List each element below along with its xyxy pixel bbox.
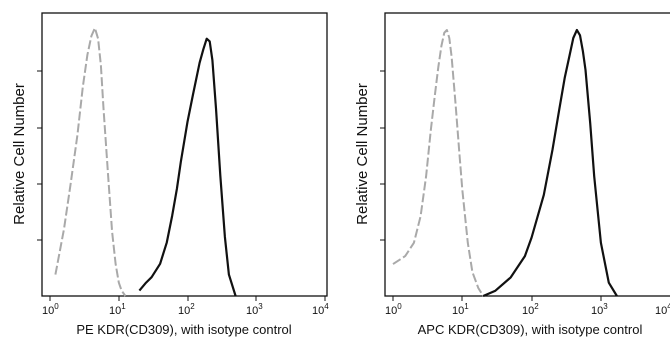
histogram-panel-pe: 100 101 102 103 104 Relative Cell Number… <box>11 12 329 337</box>
x-tick-label: 101 <box>109 302 126 317</box>
histogram-series-group <box>54 27 237 297</box>
x-tick-label: 103 <box>246 302 263 317</box>
x-tick-label: 100 <box>42 302 59 317</box>
y-axis-label: Relative Cell Number <box>11 83 28 225</box>
x-tick-label: 101 <box>452 302 469 317</box>
x-tick-label: 104 <box>312 302 329 317</box>
stained-sample-curve <box>482 28 618 298</box>
histogram-series-group <box>392 28 618 298</box>
isotype-control-curve <box>392 29 485 297</box>
x-axis-label: PE KDR(CD309), with isotype control <box>76 322 291 337</box>
x-axis-label: APC KDR(CD309), with isotype control <box>418 322 643 337</box>
stained-sample-curve <box>138 37 237 297</box>
y-axis-label: Relative Cell Number <box>354 83 371 225</box>
histogram-panel-apc: 100 101 102 103 104 Relative Cell Number… <box>354 12 670 337</box>
x-tick-label: 102 <box>178 302 195 317</box>
plot-frame <box>41 12 328 297</box>
isotype-control-curve <box>54 27 127 297</box>
x-tick-label: 100 <box>385 302 402 317</box>
x-tick-label: 102 <box>522 302 539 317</box>
x-tick-label: 104 <box>655 302 670 317</box>
x-tick-label: 103 <box>591 302 608 317</box>
